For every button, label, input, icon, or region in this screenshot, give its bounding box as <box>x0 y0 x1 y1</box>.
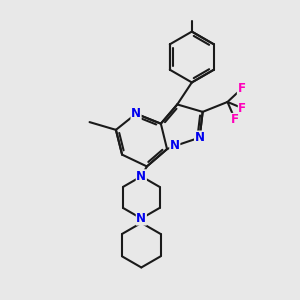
Text: N: N <box>195 131 205 144</box>
Text: N: N <box>170 140 180 152</box>
Text: F: F <box>237 82 245 95</box>
Text: N: N <box>136 170 146 183</box>
Text: N: N <box>136 212 146 225</box>
Text: F: F <box>231 113 239 126</box>
Text: F: F <box>238 102 246 115</box>
Text: N: N <box>131 107 141 120</box>
